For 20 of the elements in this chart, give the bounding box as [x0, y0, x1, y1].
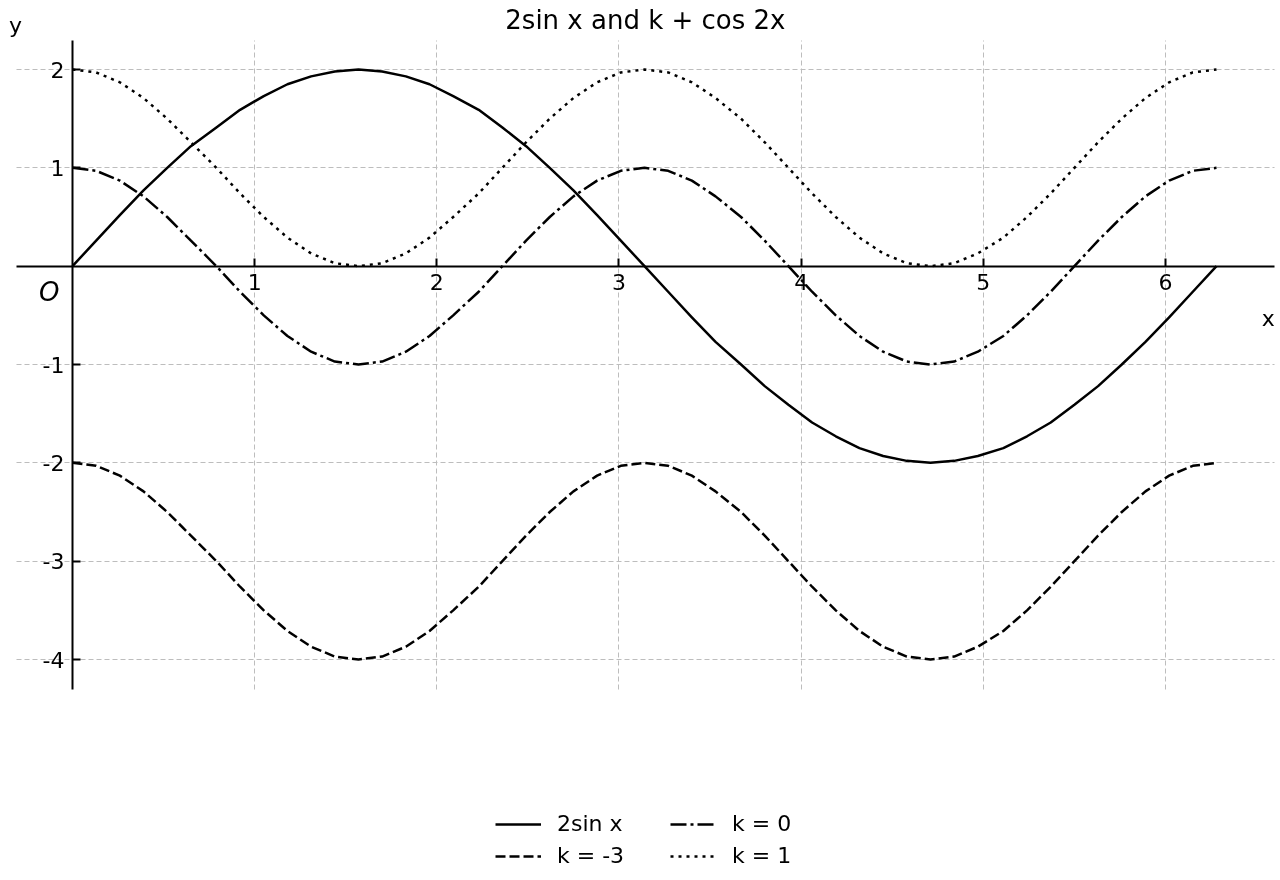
legend-label: 2sin x [557, 811, 624, 836]
y-tick-label: -2 [42, 450, 65, 476]
x-tick-label: 1 [247, 270, 262, 296]
x-tick-label: 5 [976, 270, 991, 296]
legend-label: k = 0 [732, 811, 793, 836]
y-tick-label: 1 [50, 155, 65, 181]
y-tick-label: -1 [42, 352, 65, 378]
y-tick-label: -3 [42, 549, 65, 575]
legend-label: k = -3 [557, 843, 626, 868]
y-axis-title: y [9, 13, 23, 38]
x-tick-label: 2 [429, 270, 444, 296]
y-tick-label: 2 [50, 57, 65, 83]
y-tick-label: -4 [42, 647, 65, 673]
annotation: O [39, 277, 60, 308]
x-tick-label: 4 [794, 270, 809, 296]
x-tick-label: 3 [611, 270, 626, 296]
x-tick-label: 6 [1158, 270, 1173, 296]
legend-label: k = 1 [732, 843, 793, 868]
chart-title: 2sin x and k + cos 2x [505, 5, 786, 35]
x-axis-title: x [1261, 306, 1275, 332]
